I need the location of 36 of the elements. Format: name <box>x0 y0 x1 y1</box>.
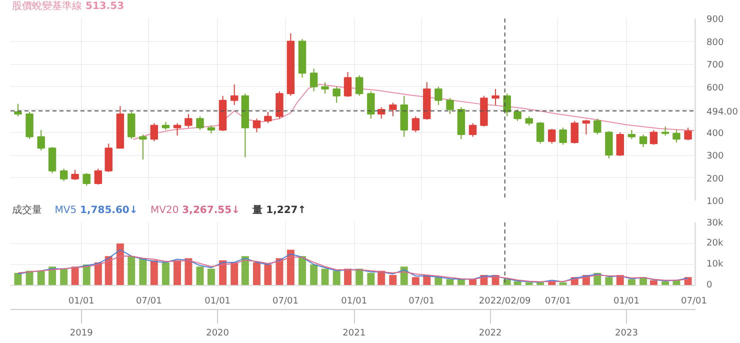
text: MV20 <box>150 205 179 216</box>
text: 股價蛻變基準線 <box>12 1 82 12</box>
text: 量 1,227↑ <box>252 205 306 216</box>
ref-line-label: 494.00 <box>706 107 738 118</box>
y-tick-label: 10k <box>706 260 724 270</box>
y-tick-label: 30k <box>706 218 724 228</box>
y-tick-label: 100 <box>706 197 724 207</box>
text: MV5 <box>54 205 77 216</box>
y-tick-label: 20k <box>706 238 724 248</box>
ref-line-label: 2022/02/09 <box>478 296 532 306</box>
y-tick-label: 300 <box>706 152 724 162</box>
text: 513.53 <box>84 1 124 12</box>
x-tick-label: 07/01 <box>272 296 298 306</box>
x2-tick-label: 2022 <box>478 328 502 338</box>
x2-tick-label: 2023 <box>615 328 638 338</box>
text: 3,267.55↓ <box>181 205 240 216</box>
y-tick-label: 0 <box>706 280 712 290</box>
y-tick-label: 700 <box>706 60 724 70</box>
y-tick-label: 900 <box>706 15 724 25</box>
x-tick-label: 01/01 <box>341 296 368 306</box>
x-tick-label: 01/01 <box>614 296 640 306</box>
x-tick-label: 01/01 <box>204 296 231 306</box>
chart-title: 成交量 <box>12 205 42 216</box>
x2-tick-label: 2019 <box>70 328 94 338</box>
x2-tick-label: 2020 <box>206 328 230 338</box>
x-tick-label: 07/01 <box>136 296 162 306</box>
y-tick-label: 400 <box>706 128 724 139</box>
x-tick-label: 07/01 <box>408 296 435 306</box>
y-tick-label: 200 <box>706 174 724 184</box>
y-tick-label: 600 <box>706 83 724 94</box>
y-tick-label: 800 <box>706 38 724 48</box>
x-tick-label: 07/01 <box>544 296 571 306</box>
x-tick-label: 01/01 <box>68 296 94 306</box>
x-tick-label: 07/01 <box>681 296 707 306</box>
x2-tick-label: 2021 <box>342 328 366 338</box>
text: 1,785.60↓ <box>79 205 138 216</box>
